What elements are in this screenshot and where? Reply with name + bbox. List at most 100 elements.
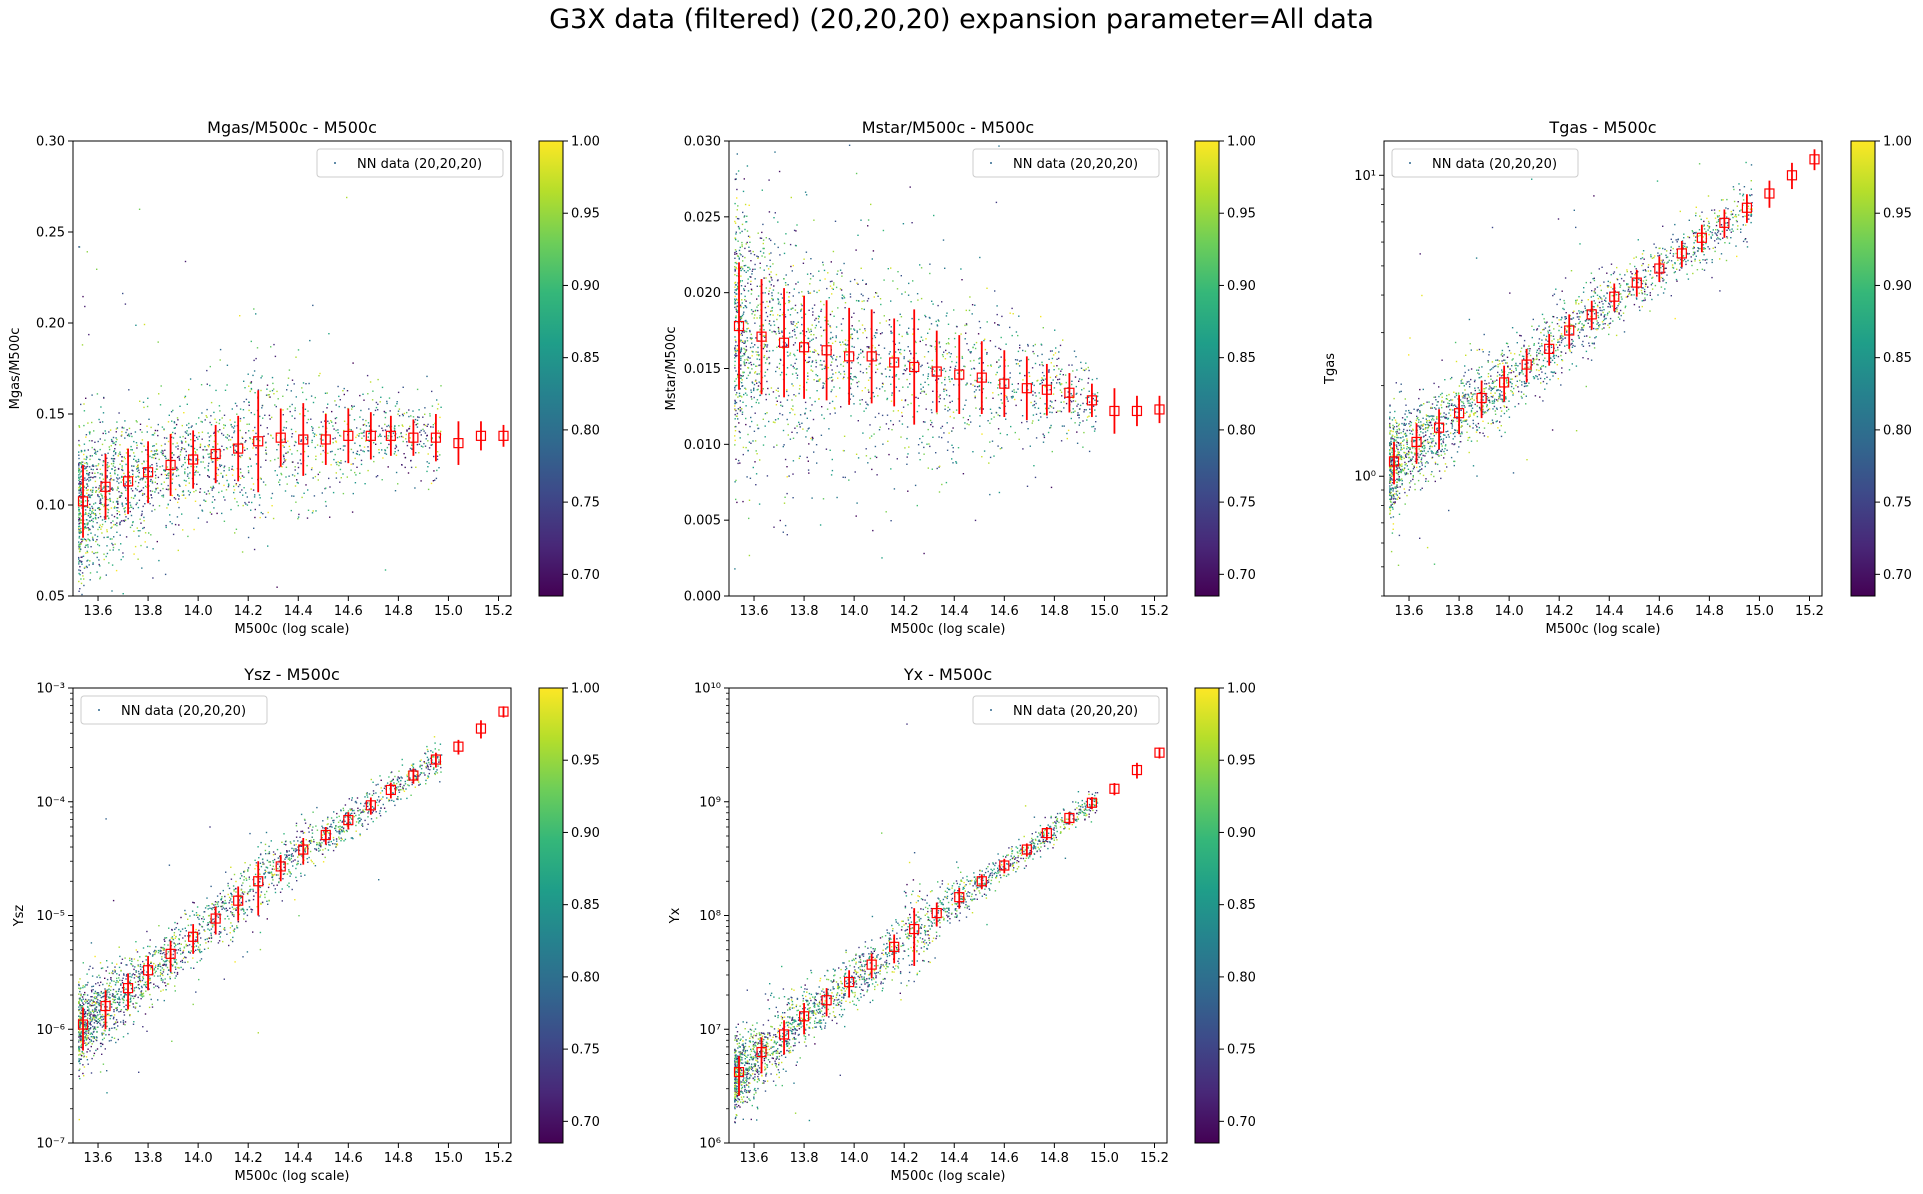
colorbar-tick-label: 0.75 xyxy=(1227,1043,1256,1058)
legend-label: NN data (20,20,20) xyxy=(357,157,482,172)
x-tick-label: 14.0 xyxy=(184,1151,213,1166)
x-tick-label: 14.6 xyxy=(990,1151,1019,1166)
x-tick-label: 14.2 xyxy=(890,1151,919,1166)
binned-point xyxy=(298,844,309,855)
colorbar-tick-label: 0.70 xyxy=(1883,568,1912,583)
binned-point xyxy=(1086,797,1098,808)
y-axis-label: Mgas/M500c xyxy=(8,328,23,410)
colorbar-tick-label: 0.85 xyxy=(1883,351,1912,366)
colorbar-gradient xyxy=(1850,140,1876,597)
x-tick-label: 15.2 xyxy=(1140,604,1169,619)
x-tick-label: 14.8 xyxy=(384,604,413,619)
colorbar-tick-label: 0.75 xyxy=(571,496,600,511)
binned-point xyxy=(298,434,309,445)
binned-point xyxy=(909,923,920,935)
colorbar-tick-label: 0.85 xyxy=(571,351,600,366)
binned-point xyxy=(778,337,790,348)
y-tick-label: 10⁻⁵ xyxy=(36,909,65,924)
legend: NN data (20,20,20) xyxy=(972,148,1160,178)
x-tick-label: 14.0 xyxy=(1495,604,1524,619)
binned-point xyxy=(1676,248,1687,259)
x-tick-label: 14.0 xyxy=(840,604,869,619)
colorbar: 0.70 0.75 0.80 0.85 0.90 0.95 1.00 xyxy=(538,682,600,1144)
binned-point xyxy=(142,965,154,976)
binned-point xyxy=(844,351,855,362)
binned-point xyxy=(999,378,1010,389)
binned-point xyxy=(1499,377,1510,388)
binned-series xyxy=(733,262,1165,434)
colorbar-tick-label: 0.80 xyxy=(571,423,600,438)
binned-point xyxy=(430,432,442,443)
binned-point xyxy=(233,443,244,454)
binned-point xyxy=(866,959,877,970)
x-tick-label: 14.8 xyxy=(1695,604,1724,619)
binned-point xyxy=(1453,408,1465,419)
subplot-1: 13.6 13.8 14.0 14.2 14.4 14.6 14.8 15.0 15.2 0.05… xyxy=(8,118,600,637)
x-tick-label: 14.0 xyxy=(840,1151,869,1166)
colorbar-tick-label: 0.70 xyxy=(571,1115,600,1130)
colorbar-tick-label: 0.70 xyxy=(1227,1115,1256,1130)
legend-frame xyxy=(80,695,268,725)
x-tick-label: 14.4 xyxy=(940,604,969,619)
binned-point xyxy=(1564,325,1575,336)
binned-point xyxy=(798,342,810,353)
scatter-cloud xyxy=(734,144,1099,570)
colorbar-tick-label: 1.00 xyxy=(1227,682,1256,697)
colorbar-gradient xyxy=(1194,687,1220,1144)
legend-label: NN data (20,20,20) xyxy=(121,704,246,719)
subplot-title: Mgas/M500c - M500c xyxy=(207,118,377,137)
subplot-3: 13.6 13.8 14.0 14.2 14.4 14.6 14.8 15.0 15.2 10⁰ 1… xyxy=(1323,118,1912,637)
binned-point xyxy=(498,706,509,717)
binned-point xyxy=(821,345,832,356)
x-tick-label: 14.4 xyxy=(940,1151,969,1166)
legend: NN data (20,20,20) xyxy=(972,695,1160,725)
binned-point xyxy=(1719,217,1730,228)
y-tick-label: 0.015 xyxy=(684,362,721,377)
binned-point xyxy=(275,432,286,443)
binned-point xyxy=(210,448,221,460)
colorbar-tick-label: 0.85 xyxy=(1227,351,1256,366)
legend-marker xyxy=(1409,162,1411,164)
binned-point xyxy=(365,800,376,811)
y-tick-label: 0.15 xyxy=(36,408,65,423)
colorbar-gradient xyxy=(538,687,564,1144)
binned-point xyxy=(475,723,487,734)
legend-label: NN data (20,20,20) xyxy=(1432,157,1557,172)
binned-point xyxy=(365,430,376,441)
binned-point xyxy=(931,366,942,377)
binned-point xyxy=(821,995,832,1006)
binned-point xyxy=(1609,291,1620,302)
x-axis-label: M500c (log scale) xyxy=(891,622,1006,637)
colorbar-tick-label: 0.70 xyxy=(571,568,600,583)
binned-point xyxy=(889,357,900,368)
y-axis-label: Ysz xyxy=(12,905,27,928)
x-tick-label: 15.0 xyxy=(1090,1151,1119,1166)
x-tick-label: 14.2 xyxy=(234,604,263,619)
binned-point xyxy=(1476,392,1487,404)
y-tick-label: 10⁸ xyxy=(699,909,721,924)
subplot-title: Ysz - M500c xyxy=(243,665,340,684)
x-tick-label: 15.2 xyxy=(484,1151,513,1166)
binned-point xyxy=(1041,384,1052,395)
binned-point xyxy=(1021,383,1032,394)
binned-point xyxy=(1109,405,1120,417)
x-tick-label: 13.8 xyxy=(790,604,819,619)
colorbar-tick-label: 0.95 xyxy=(1883,207,1912,222)
colorbar-tick-label: 0.90 xyxy=(1227,279,1256,294)
binned-point xyxy=(1631,277,1642,288)
y-tick-label: 10⁶ xyxy=(699,1137,721,1152)
y-tick-label: 0.10 xyxy=(36,499,65,514)
binned-point xyxy=(1131,405,1143,417)
x-tick-label: 14.4 xyxy=(284,604,313,619)
x-tick-label: 14.0 xyxy=(184,604,213,619)
x-tick-label: 13.6 xyxy=(84,1151,113,1166)
binned-point xyxy=(77,1019,89,1030)
y-tick-label: 0.20 xyxy=(36,317,65,332)
binned-point xyxy=(1064,387,1075,398)
scatter-cloud xyxy=(78,196,442,596)
binned-point xyxy=(122,983,134,994)
colorbar-tick-label: 0.80 xyxy=(1883,423,1912,438)
binned-point xyxy=(1764,188,1775,199)
binned-point xyxy=(1586,309,1597,320)
colorbar: 0.70 0.75 0.80 0.85 0.90 0.95 1.00 xyxy=(1194,682,1256,1144)
